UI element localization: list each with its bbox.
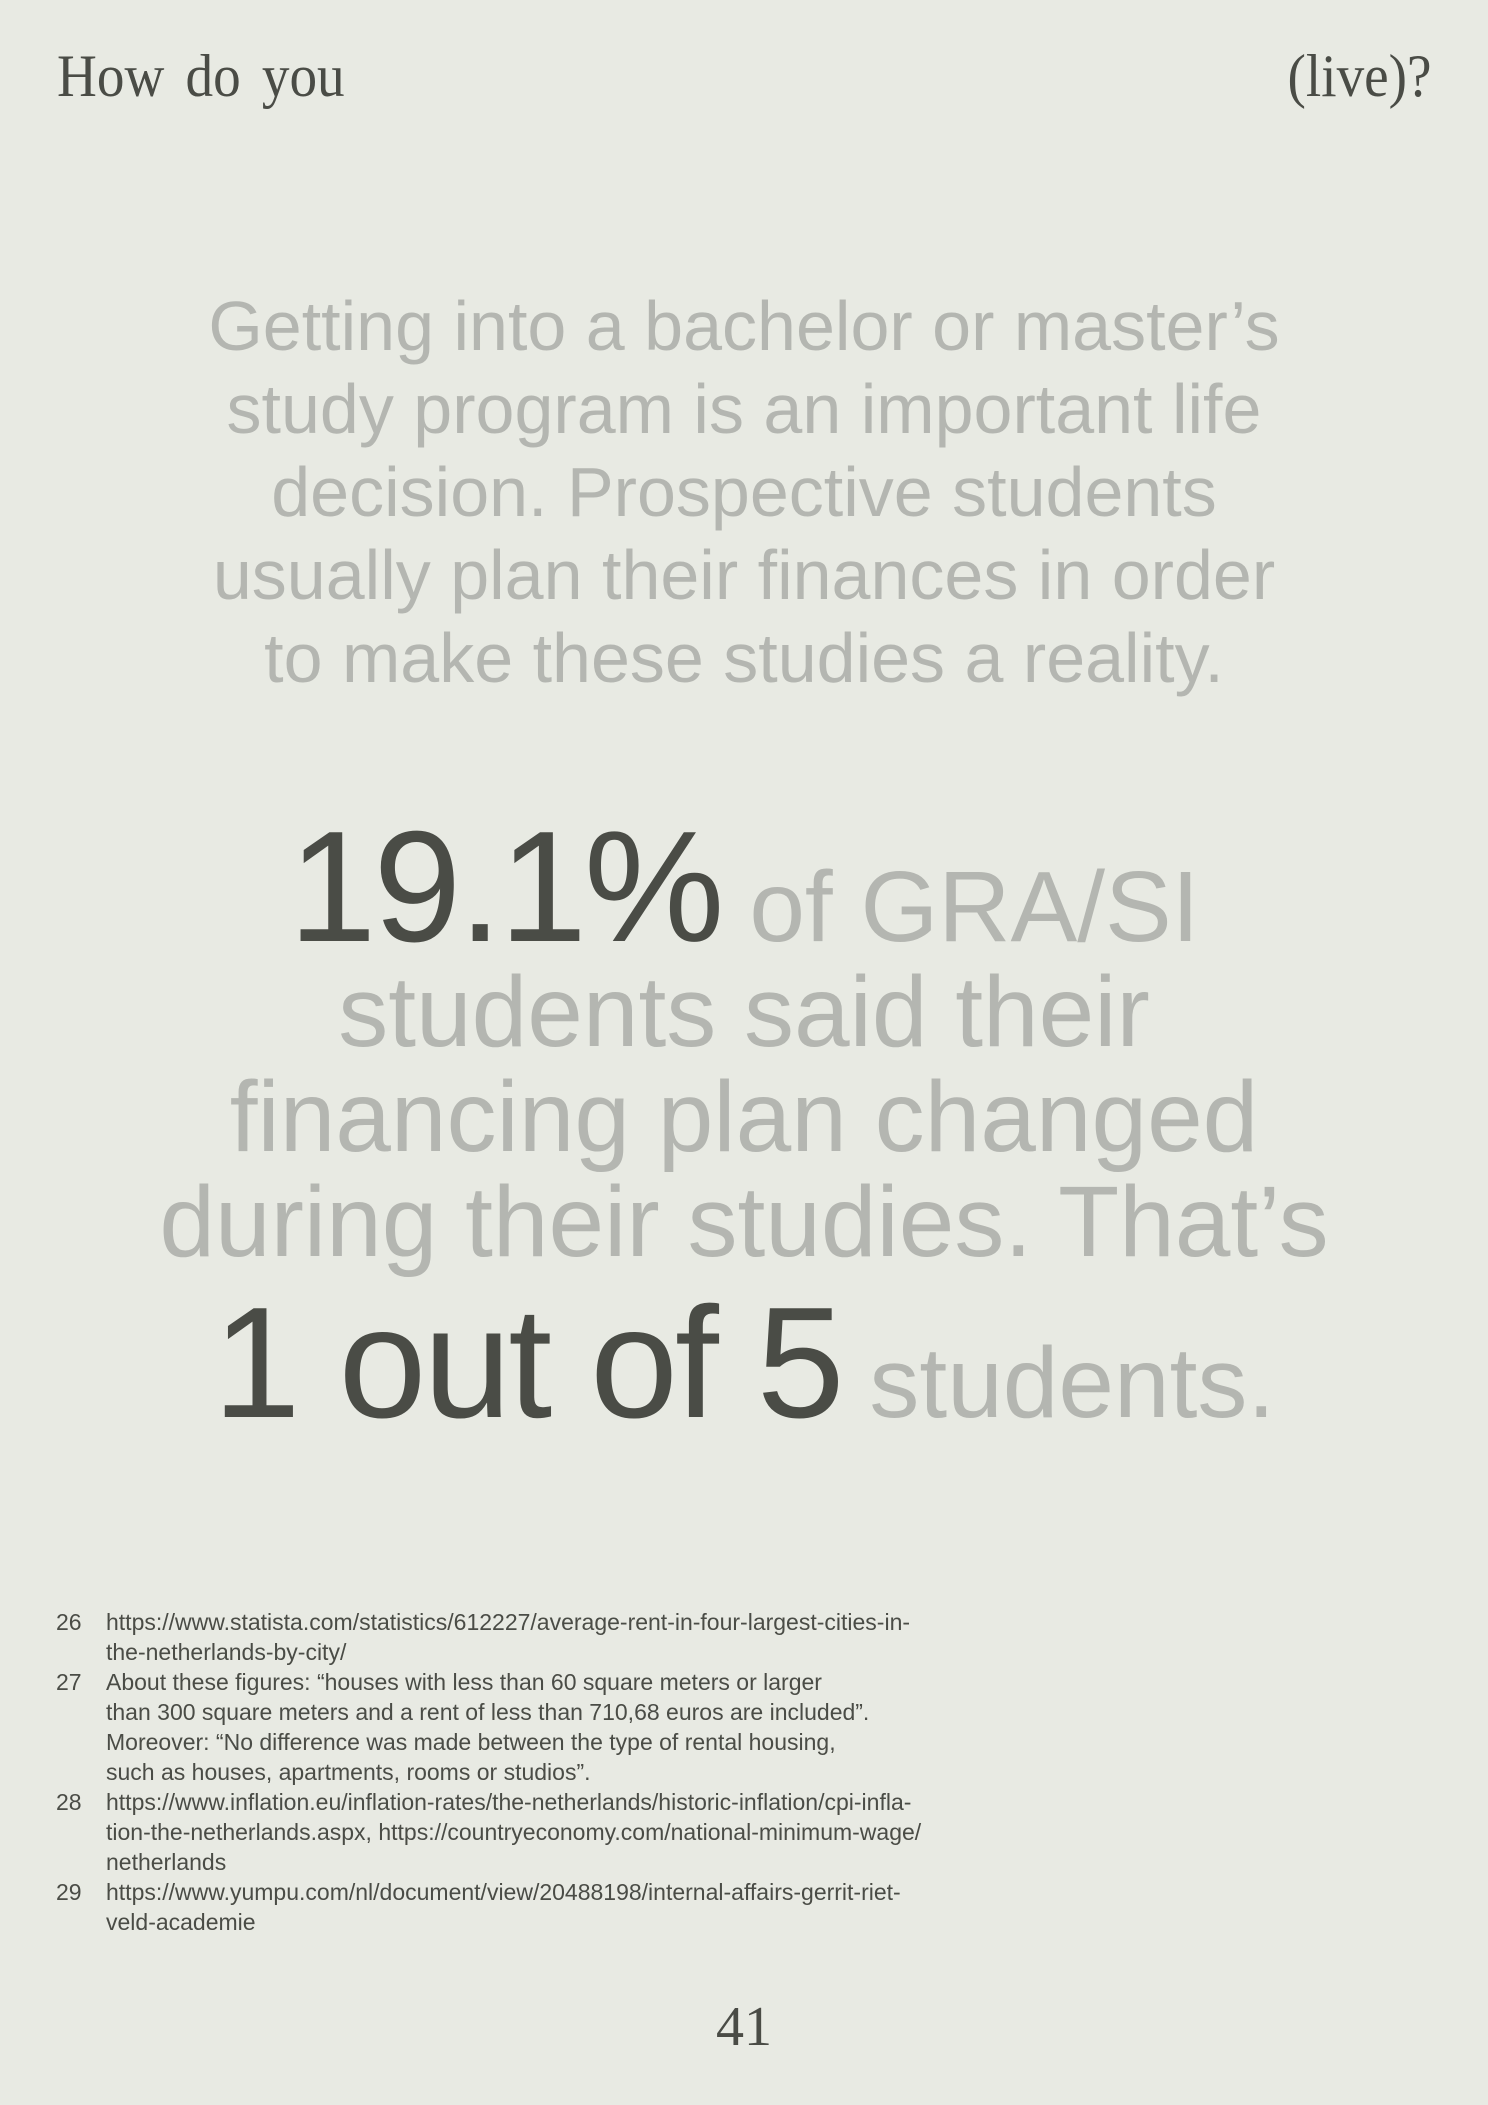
intro-line: usually plan their finances in order bbox=[212, 536, 1276, 614]
percent-highlight: 19.1% bbox=[288, 799, 725, 975]
footnote-text: https://www.yumpu.com/nl/document/view/2… bbox=[106, 1879, 901, 1905]
footnote-number: 29 bbox=[56, 1879, 82, 1905]
ratio-highlight: 1 out of 5 bbox=[212, 1275, 845, 1451]
statement-text: of GRA/SI bbox=[721, 851, 1200, 963]
footnotes: 26 https://www.statista.com/statistics/6… bbox=[56, 1607, 1016, 1937]
footnote-number: 28 bbox=[56, 1789, 82, 1815]
footnote-number: 27 bbox=[56, 1669, 82, 1695]
page-number: 41 bbox=[716, 1996, 772, 2058]
running-header-left: How do you bbox=[57, 43, 345, 109]
statement-text: students said their bbox=[338, 956, 1150, 1068]
statement-text: during their studies. That’s bbox=[159, 1166, 1329, 1278]
intro-line: study program is an important life bbox=[226, 370, 1262, 448]
footnote-text: netherlands bbox=[106, 1849, 227, 1875]
footnote-text: https://www.inflation.eu/inflation-rates… bbox=[106, 1789, 912, 1815]
footnote-text: than 300 square meters and a rent of les… bbox=[106, 1699, 870, 1725]
footnote-number: 26 bbox=[56, 1609, 82, 1635]
intro-line: Getting into a bachelor or master’s bbox=[208, 287, 1280, 365]
footnote: 28 https://www.inflation.eu/inflation-ra… bbox=[56, 1787, 1016, 1877]
footnote-text: veld-academie bbox=[106, 1909, 256, 1935]
footnote-text: tion-the-netherlands.aspx, https://count… bbox=[106, 1819, 922, 1845]
footnote-text: Moreover: “No difference was made betwee… bbox=[106, 1729, 836, 1755]
intro-line: decision. Prospective students bbox=[271, 453, 1217, 531]
footnote-text: the-netherlands-by-city/ bbox=[106, 1639, 347, 1665]
intro-line: to make these studies a reality. bbox=[264, 619, 1224, 697]
footnote-text: https://www.statista.com/statistics/6122… bbox=[106, 1609, 911, 1635]
footnote: 29 https://www.yumpu.com/nl/document/vie… bbox=[56, 1877, 1016, 1937]
running-header-right: (live)? bbox=[1287, 43, 1432, 109]
statement-text: students. bbox=[841, 1327, 1276, 1439]
footnote-text: About these figures: “houses with less t… bbox=[106, 1669, 822, 1695]
intro-paragraph: Getting into a bachelor or master’s stud… bbox=[120, 285, 1368, 700]
statistic-statement: 19.1% of GRA/SI students said their fina… bbox=[60, 808, 1428, 1453]
footnote-text: such as houses, apartments, rooms or stu… bbox=[106, 1759, 591, 1785]
footnote: 27 About these figures: “houses with les… bbox=[56, 1667, 1016, 1787]
footnote: 26 https://www.statista.com/statistics/6… bbox=[56, 1607, 1016, 1667]
statement-text: financing plan changed bbox=[229, 1061, 1259, 1173]
